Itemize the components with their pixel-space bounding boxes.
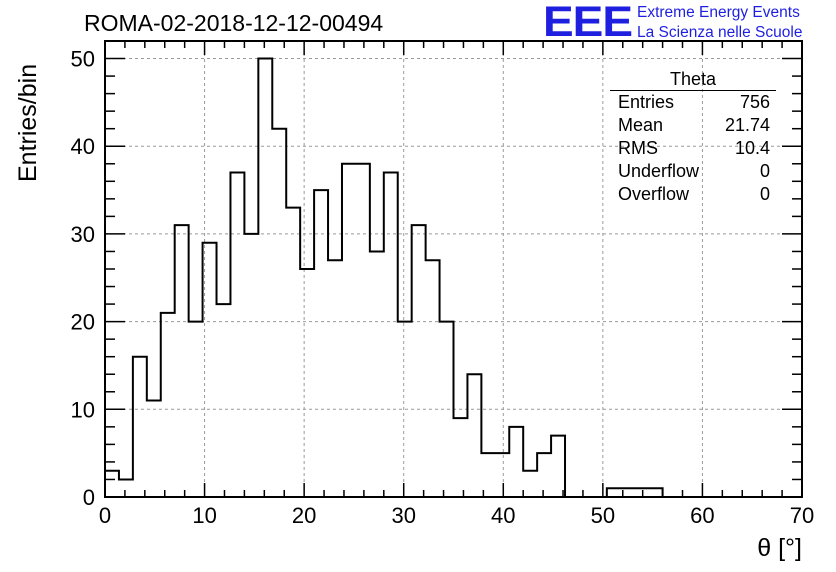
stats-row-underflow: Underflow 0 bbox=[610, 160, 776, 183]
x-tick-label: 40 bbox=[491, 503, 515, 528]
stats-row-mean: Mean 21.74 bbox=[610, 114, 776, 137]
stats-label: Mean bbox=[618, 115, 664, 135]
y-tick-label: 30 bbox=[71, 222, 95, 247]
x-tick-label: 70 bbox=[790, 503, 814, 528]
x-tick-label: 0 bbox=[99, 503, 111, 528]
chart-title: ROMA-02-2018-12-12-00494 bbox=[84, 10, 384, 36]
stats-row-entries: Entries 756 bbox=[610, 91, 776, 114]
stats-row-overflow: Overflow 0 bbox=[610, 183, 776, 206]
y-tick-label: 40 bbox=[71, 134, 95, 159]
stats-label: RMS bbox=[618, 138, 658, 158]
stats-label: Entries bbox=[618, 92, 675, 112]
stats-value: 21.74 bbox=[724, 115, 770, 135]
x-axis-label: θ [°] bbox=[757, 534, 802, 562]
x-tick-label: 60 bbox=[690, 503, 714, 528]
y-tick-label: 20 bbox=[71, 310, 95, 335]
y-tick-label: 50 bbox=[71, 47, 95, 72]
x-tick-label: 50 bbox=[591, 503, 615, 528]
x-tick-label: 10 bbox=[192, 503, 216, 528]
stats-box: Theta Entries 756 Mean 21.74 RMS 10.4 Under… bbox=[610, 68, 776, 206]
logo-caption: Extreme Energy Events La Scienza nelle S… bbox=[637, 3, 802, 43]
x-tick-label: 30 bbox=[391, 503, 415, 528]
stats-value: 10.4 bbox=[734, 138, 770, 158]
y-tick-label: 0 bbox=[83, 485, 95, 510]
stats-value: 0 bbox=[759, 161, 770, 181]
stats-header: Theta bbox=[610, 68, 776, 91]
stats-label: Overflow bbox=[618, 184, 690, 204]
stats-value: 0 bbox=[759, 184, 770, 204]
axis-ticks bbox=[104, 40, 803, 498]
stats-label: Underflow bbox=[618, 161, 700, 181]
y-tick-label: 10 bbox=[71, 397, 95, 422]
y-axis-label: Entries/bin bbox=[14, 63, 42, 182]
x-tick-label: 20 bbox=[292, 503, 316, 528]
stats-value: 756 bbox=[739, 92, 770, 112]
logo-line-1: Extreme Energy Events bbox=[637, 4, 800, 21]
axis-tick-labels: 0 10 20 30 40 50 60 70 0 10 20 30 40 50 bbox=[71, 47, 815, 528]
eee-logo: EEE bbox=[543, 0, 633, 46]
histogram-series-line bbox=[104, 57, 802, 498]
logo-line-2: La Scienza nelle Scuole bbox=[637, 24, 803, 41]
stats-row-rms: RMS 10.4 bbox=[610, 137, 776, 160]
